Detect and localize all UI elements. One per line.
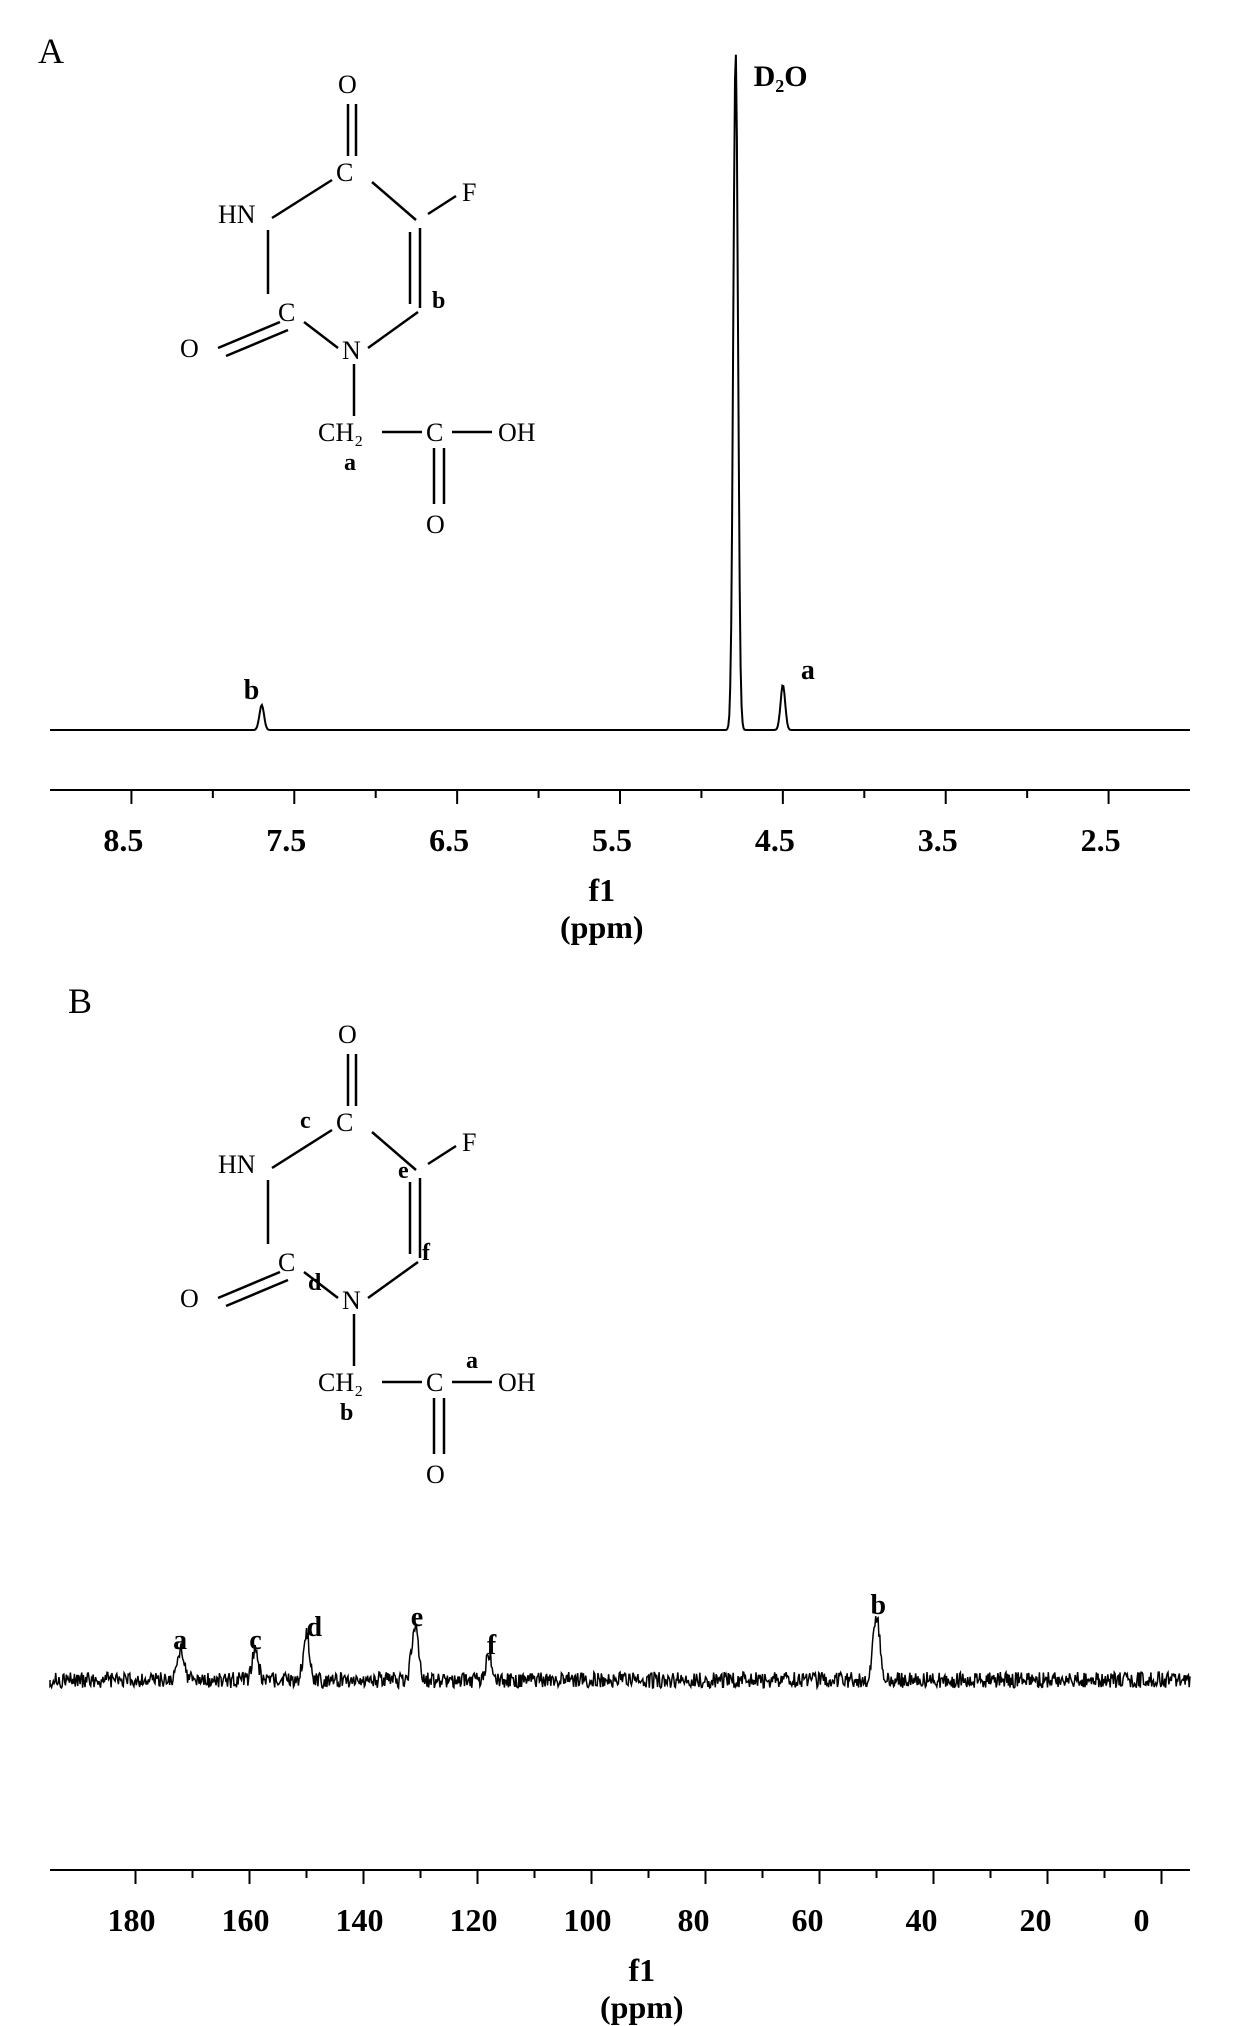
peak-label: d — [307, 1612, 323, 1644]
tick-label: 140 — [336, 1902, 384, 1939]
peak-label: b — [871, 1590, 887, 1622]
axis-b-label: f1 (ppm) — [600, 1952, 684, 2026]
peak-label: e — [411, 1602, 423, 1634]
spectrum-b — [0, 0, 1240, 1800]
tick-label: 180 — [108, 1902, 156, 1939]
tick-label: 20 — [1020, 1902, 1052, 1939]
tick-label: 60 — [792, 1902, 824, 1939]
tick-label: 80 — [678, 1902, 710, 1939]
tick-label: 120 — [450, 1902, 498, 1939]
peak-label: a — [173, 1625, 187, 1657]
tick-label: 100 — [564, 1902, 612, 1939]
tick-label: 160 — [222, 1902, 270, 1939]
tick-label: 40 — [906, 1902, 938, 1939]
tick-label: 0 — [1134, 1902, 1150, 1939]
peak-label: f — [487, 1630, 496, 1662]
peak-label: c — [249, 1625, 261, 1657]
